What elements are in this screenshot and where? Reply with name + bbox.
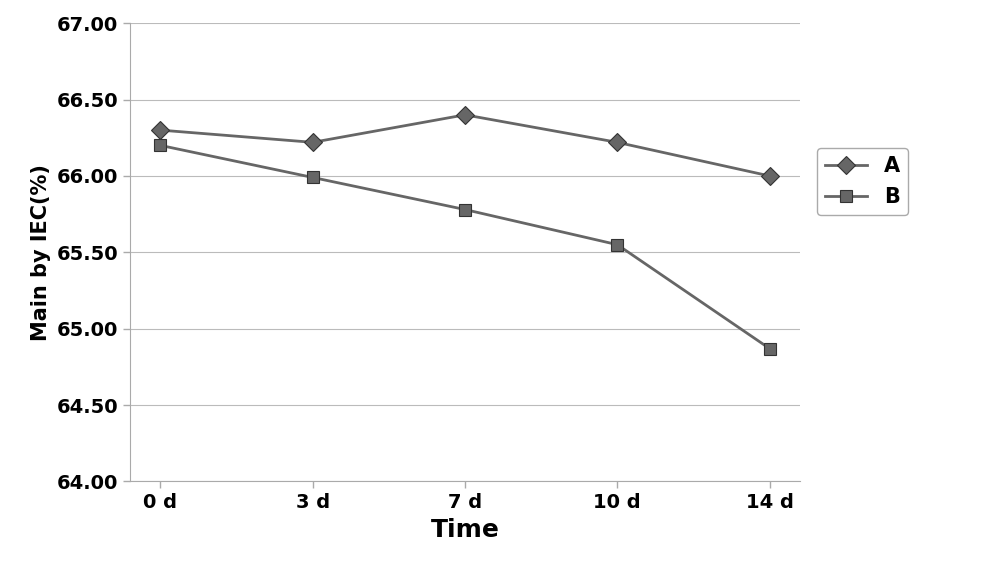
B <box>764 345 776 352</box>
A <box>307 139 319 146</box>
Y-axis label: Main by IEC(%): Main by IEC(%) <box>31 164 51 340</box>
A <box>154 126 166 133</box>
Legend: A, B: A, B <box>817 148 908 215</box>
B <box>459 206 471 213</box>
A <box>459 111 471 118</box>
B <box>611 241 623 248</box>
Line: B: B <box>154 139 776 355</box>
X-axis label: Time: Time <box>431 518 499 542</box>
A <box>764 172 776 179</box>
A <box>611 139 623 146</box>
B <box>307 174 319 181</box>
B <box>154 142 166 149</box>
Line: A: A <box>154 108 776 182</box>
